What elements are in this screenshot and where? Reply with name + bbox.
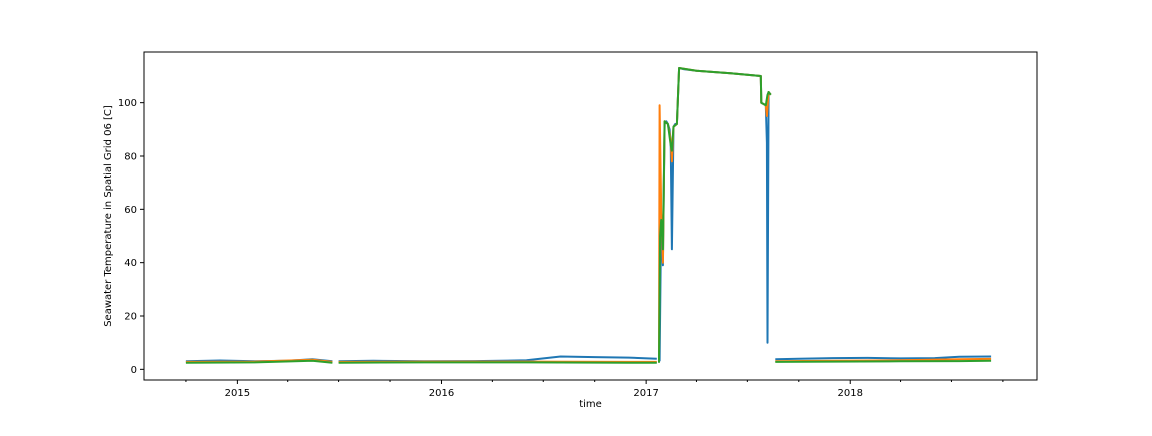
- y-axis: 0 20 40 60 80 100: [118, 98, 144, 376]
- x-tick-label: 2018: [838, 388, 863, 399]
- series-2-line-segment-3: [775, 361, 991, 362]
- y-tick-label: 40: [124, 258, 137, 269]
- y-axis-label: Seawater Temperature in Spatial Grid 06 …: [103, 105, 114, 327]
- x-tick-label: 2016: [429, 388, 454, 399]
- x-tick-label: 2017: [633, 388, 658, 399]
- x-axis-label: time: [579, 399, 602, 410]
- plot-lines: [186, 68, 991, 363]
- series-0-line-segment-1: [339, 357, 657, 362]
- x-tick-label: 2015: [225, 388, 250, 399]
- y-tick-label: 100: [118, 98, 137, 109]
- x-axis: 2015 2016 2017 2018: [186, 380, 1003, 399]
- y-tick-label: 20: [124, 312, 137, 323]
- y-tick-label: 60: [124, 205, 137, 216]
- series-0-line-segment-2: [660, 68, 771, 361]
- series-1-line-segment-2: [659, 68, 771, 362]
- plot-frame: [144, 52, 1037, 380]
- y-tick-label: 0: [131, 365, 137, 376]
- y-tick-label: 80: [124, 152, 137, 163]
- series-2-line-segment-2: [659, 68, 771, 363]
